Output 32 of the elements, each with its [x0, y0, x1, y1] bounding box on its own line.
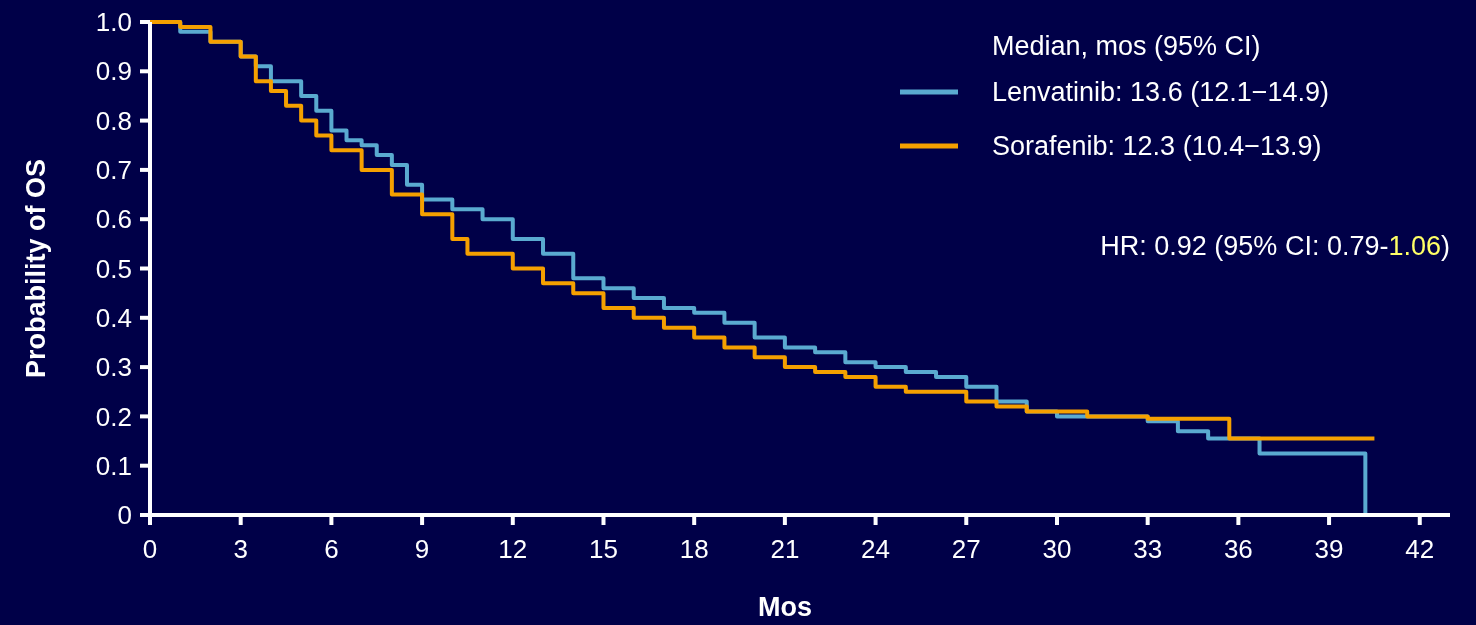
y-tick-label: 0	[117, 500, 132, 531]
x-tick-label: 15	[589, 534, 618, 564]
x-tick-label: 42	[1405, 534, 1435, 564]
x-tick-label: 3	[233, 534, 248, 564]
y-tick-label: 0.8	[95, 105, 132, 136]
x-tick-label: 30	[1042, 534, 1072, 564]
y-tick-label: 0.1	[95, 450, 132, 481]
x-tick-label: 18	[679, 534, 709, 564]
y-axis-title: Probability of OS	[21, 158, 51, 379]
x-axis-title: Mos	[758, 592, 812, 622]
x-tick-label: 12	[498, 534, 528, 564]
x-tick-label: 27	[951, 534, 981, 564]
x-tick-label: 24	[861, 534, 891, 564]
x-tick-label: 36	[1223, 534, 1253, 564]
x-tick-label: 9	[414, 534, 430, 564]
legend-title: Median, mos (95% CI)	[992, 31, 1261, 61]
x-tick-label: 0	[142, 534, 158, 564]
y-tick-label: 0.3	[95, 352, 132, 383]
y-tick-label: 1.0	[95, 7, 132, 38]
y-tick-label: 0.4	[95, 302, 132, 333]
y-tick-label: 0.5	[95, 253, 132, 284]
y-tick-label: 0.9	[95, 56, 132, 87]
x-tick-label: 33	[1133, 534, 1163, 564]
y-tick-label: 0.6	[95, 204, 132, 235]
annotation: HR: 0.92 (95% CI: 0.79-1.06)	[1100, 231, 1450, 261]
y-tick-label: 0.2	[95, 401, 132, 432]
x-tick-label: 21	[770, 534, 800, 564]
x-tick-label: 39	[1314, 534, 1344, 564]
x-tick-label: 6	[324, 534, 339, 564]
y-tick-label: 0.7	[95, 155, 132, 185]
legend-label: Lenvatinib: 13.6 (12.1−14.9)	[992, 77, 1329, 108]
legend-label: Sorafenib: 12.3 (10.4−13.9)	[992, 131, 1322, 162]
